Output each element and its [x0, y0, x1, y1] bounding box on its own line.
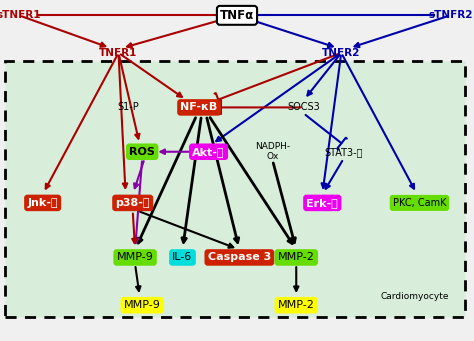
Text: Erk-Ⓟ: Erk-Ⓟ [307, 198, 338, 208]
Text: sTNFR2: sTNFR2 [428, 10, 473, 20]
Text: sTNFR1: sTNFR1 [0, 10, 41, 20]
Text: IL-6: IL-6 [173, 252, 192, 263]
Text: MMP-9: MMP-9 [124, 300, 161, 310]
Text: Cardiomyocyte: Cardiomyocyte [381, 292, 449, 301]
Text: S1-P: S1-P [117, 102, 139, 113]
Text: Caspase 3: Caspase 3 [208, 252, 271, 263]
Text: NADPH-
Ox: NADPH- Ox [255, 142, 290, 161]
Text: SOCS3: SOCS3 [287, 102, 320, 113]
Text: TNFR1: TNFR1 [100, 48, 137, 58]
Text: TNFα: TNFα [220, 9, 254, 22]
Bar [5, 61, 465, 317]
Text: PKC, CamK: PKC, CamK [393, 198, 446, 208]
Text: Jnk-Ⓟ: Jnk-Ⓟ [27, 198, 58, 208]
Text: MMP-2: MMP-2 [278, 252, 315, 263]
Text: Akt-Ⓟ: Akt-Ⓟ [192, 147, 225, 157]
Text: STAT3-Ⓟ: STAT3-Ⓟ [324, 147, 363, 157]
Text: MMP-2: MMP-2 [278, 300, 315, 310]
Text: p38-Ⓟ: p38-Ⓟ [116, 198, 150, 208]
Text: MMP-9: MMP-9 [117, 252, 154, 263]
Text: ROS: ROS [129, 147, 155, 157]
Text: TNFR2: TNFR2 [322, 48, 360, 58]
Text: NF-κB: NF-κB [181, 102, 218, 113]
